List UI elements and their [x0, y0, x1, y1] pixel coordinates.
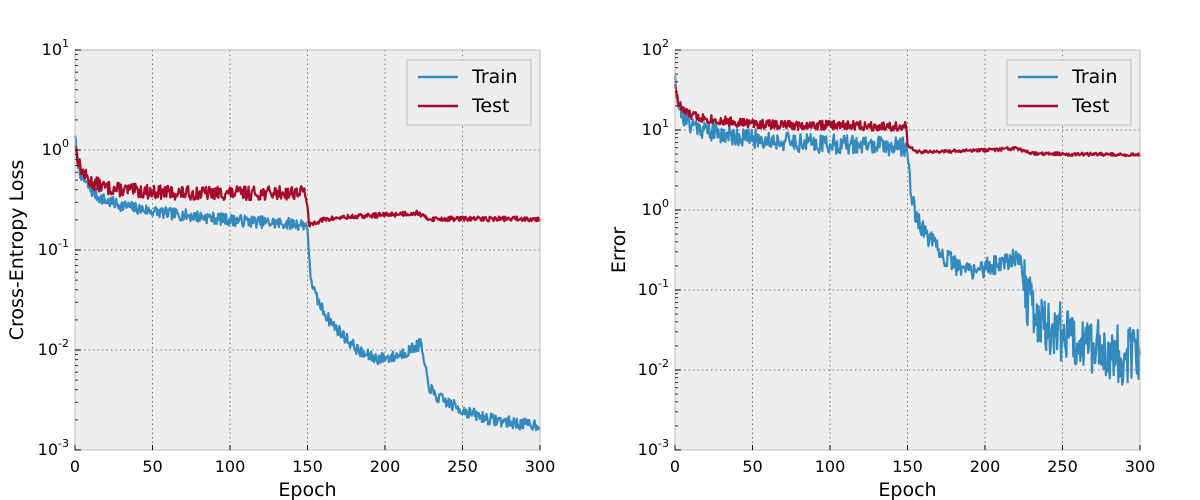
- y-tick-exponent: 0: [662, 197, 669, 210]
- y-tick-base: 10: [642, 120, 662, 139]
- y-tick-exponent: 0: [62, 137, 69, 150]
- y-tick-base: 10: [38, 340, 58, 359]
- y-tick-exponent: 1: [662, 117, 669, 130]
- y-tick-exponent: 2: [662, 37, 669, 50]
- legend-label-train: Train: [471, 66, 518, 88]
- y-tick-label: 10-2: [38, 337, 69, 359]
- series-line-test: [73, 145, 542, 228]
- x-axis-label: Epoch: [878, 479, 936, 500]
- legend: Train Test: [406, 59, 532, 126]
- x-tick-label: 200: [970, 457, 1001, 476]
- y-axis-label: Error: [608, 227, 630, 274]
- legend-label-train: Train: [1071, 66, 1118, 88]
- legend-label-test: Test: [1071, 95, 1109, 117]
- y-tick-label: 10-2: [638, 357, 669, 379]
- y-axis-label: Cross-Entropy Loss: [6, 160, 28, 340]
- y-tick-base: 10: [638, 280, 658, 299]
- legend-label-test: Test: [471, 95, 509, 117]
- x-tick-label: 0: [670, 457, 680, 476]
- y-tick-label: 100: [42, 137, 69, 159]
- x-tick-label: 150: [892, 457, 923, 476]
- x-tick-label: 100: [215, 457, 246, 476]
- series-line-train: [73, 135, 542, 432]
- y-tick-base: 10: [38, 240, 58, 259]
- error-chart: 0 50 100 150 200 250 30010210110010-110-210-3 …: [608, 37, 1155, 500]
- x-tick-label: 50: [742, 457, 762, 476]
- y-tick-base: 10: [638, 360, 658, 379]
- y-tick-label: 100: [642, 197, 669, 219]
- y-tick-base: 10: [642, 40, 662, 59]
- x-tick-label: 300: [525, 457, 556, 476]
- y-tick-label: 101: [642, 117, 669, 139]
- y-tick-exponent: -2: [658, 357, 669, 370]
- series-lines: [73, 135, 542, 432]
- y-tick-exponent: -3: [58, 437, 69, 450]
- gridlines: [675, 50, 1140, 450]
- y-tick-exponent: -2: [58, 337, 69, 350]
- x-tick-label: 0: [70, 457, 80, 476]
- series-lines: [673, 75, 1142, 386]
- x-tick-label: 100: [815, 457, 846, 476]
- legend-box: [406, 59, 532, 126]
- x-tick-label: 300: [1125, 457, 1156, 476]
- y-tick-exponent: -1: [658, 277, 669, 290]
- x-tick-label: 200: [370, 457, 401, 476]
- legend-box: [1006, 59, 1132, 126]
- x-tick-label: 250: [447, 457, 478, 476]
- y-tick-exponent: 1: [62, 37, 69, 50]
- y-tick-exponent: -1: [58, 237, 69, 250]
- y-tick-label: 10-3: [38, 437, 69, 459]
- series-line-test: [673, 84, 1141, 158]
- y-tick-label: 10-1: [638, 277, 669, 299]
- y-tick-label: 10-3: [638, 437, 669, 459]
- y-tick-label: 10-1: [38, 237, 69, 259]
- y-tick-base: 10: [42, 140, 62, 159]
- x-tick-label: 150: [292, 457, 323, 476]
- y-tick-base: 10: [42, 40, 62, 59]
- y-tick-label: 101: [42, 37, 69, 59]
- series-line-train: [673, 75, 1142, 386]
- x-tick-label: 50: [142, 457, 162, 476]
- y-tick-base: 10: [638, 440, 658, 459]
- gridlines: [75, 50, 540, 450]
- legend: Train Test: [1006, 59, 1132, 126]
- y-tick-exponent: -3: [658, 437, 669, 450]
- x-tick-label: 250: [1047, 457, 1078, 476]
- x-axis-label: Epoch: [278, 479, 336, 500]
- y-tick-label: 102: [642, 37, 669, 59]
- y-tick-base: 10: [642, 200, 662, 219]
- y-tick-base: 10: [38, 440, 58, 459]
